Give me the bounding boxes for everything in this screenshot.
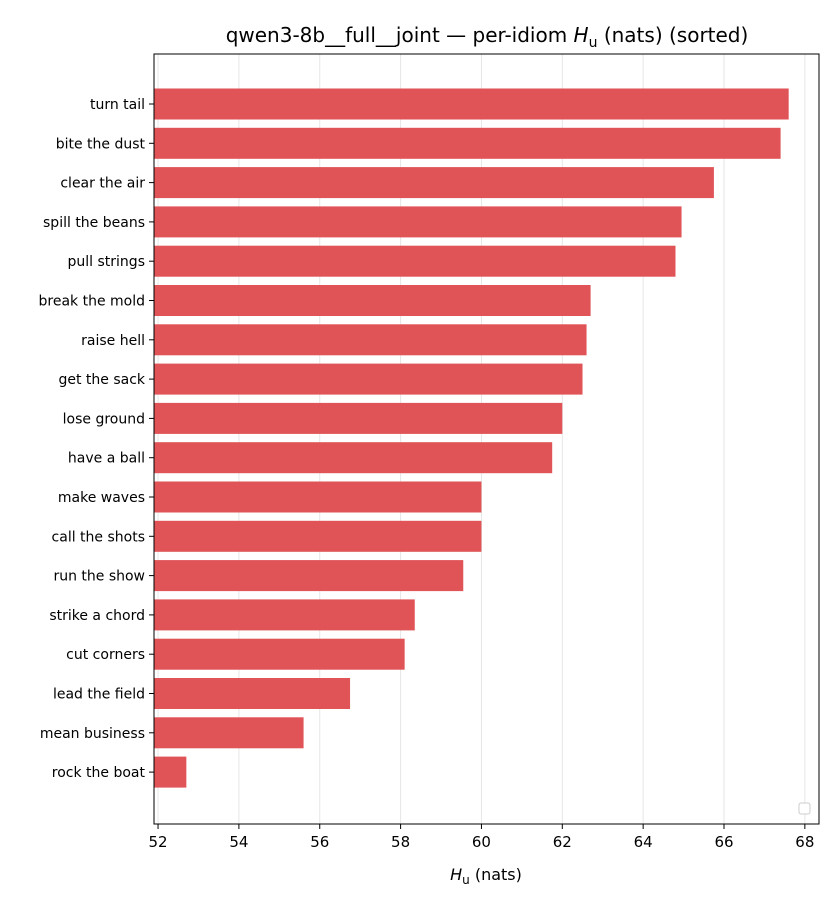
y-tick-label: cut corners [66, 647, 145, 663]
x-tick-label: 56 [310, 833, 329, 851]
y-tick-label: call the shots [52, 529, 145, 545]
x-tick-label: 60 [472, 833, 491, 851]
legend-box [798, 802, 811, 815]
bar-get-the-sack [154, 363, 583, 395]
x-tick-label: 64 [634, 833, 653, 851]
chart-title-symbol: H [574, 23, 589, 47]
bar-rock-the-boat [154, 756, 187, 788]
y-tick-label: spill the beans [43, 215, 145, 231]
chart-title: qwen3-8b__full__joint — per-idiom Hu (na… [226, 23, 749, 51]
y-tick-label: rock the boat [52, 765, 146, 781]
bars-layer [154, 88, 789, 788]
x-axis-label-subscript: u [462, 873, 470, 887]
bar-strike-a-chord [154, 599, 415, 631]
x-tick-label: 66 [714, 833, 733, 851]
x-axis-label-symbol: H [450, 865, 462, 884]
bar-pull-strings [154, 245, 676, 277]
x-tick-label: 58 [391, 833, 410, 851]
x-axis-label: Hu (nats) [450, 865, 522, 887]
bar-turn-tail [154, 88, 789, 120]
plot-frame [153, 53, 820, 825]
bar-call-the-shots [154, 520, 482, 552]
bar-raise-hell [154, 324, 587, 356]
y-tick-label: break the mold [39, 294, 146, 310]
x-tick-label: 62 [553, 833, 572, 851]
x-tick-label: 54 [229, 833, 248, 851]
y-tick-label: have a ball [68, 451, 145, 467]
y-tick-label: pull strings [68, 254, 145, 270]
bar-run-the-show [154, 560, 464, 592]
x-tick-layer: 52 54 56 58 60 62 64 66 68 [148, 824, 814, 851]
y-tick-label: strike a chord [49, 608, 145, 624]
bar-bite-the-dust [154, 127, 781, 159]
y-tick-label: bite the dust [56, 136, 146, 152]
y-tick-label: lead the field [53, 687, 145, 703]
bar-clear-the-air [154, 167, 714, 199]
x-tick-label: 68 [795, 833, 814, 851]
y-tick-label: lose ground [63, 411, 145, 427]
bar-spill-the-beans [154, 206, 682, 238]
bar-cut-corners [154, 638, 405, 670]
chart-title-subscript: u [589, 35, 598, 51]
bar-lose-ground [154, 402, 563, 434]
bar-have-a-ball [154, 442, 553, 474]
chart-title-suffix: (nats) (sorted) [597, 23, 748, 47]
x-axis-label-suffix: (nats) [470, 865, 522, 884]
y-tick-label: clear the air [60, 176, 145, 192]
bar-make-waves [154, 481, 482, 513]
y-tick-label: make waves [58, 490, 145, 506]
x-tick-label: 52 [148, 833, 167, 851]
y-tick-label: turn tail [90, 97, 145, 113]
y-tick-label: raise hell [81, 333, 145, 349]
y-tick-label: get the sack [58, 372, 145, 388]
y-tick-layer: turn tail bite the dust clear the air spill… [39, 97, 154, 781]
y-tick-label: run the show [53, 569, 145, 585]
bar-mean-business [154, 717, 304, 749]
chart-title-prefix: qwen3-8b__full__joint — per-idiom [226, 23, 574, 47]
bar-break-the-mold [154, 285, 591, 316]
bar-lead-the-field [154, 678, 351, 709]
y-tick-label: mean business [40, 726, 145, 742]
